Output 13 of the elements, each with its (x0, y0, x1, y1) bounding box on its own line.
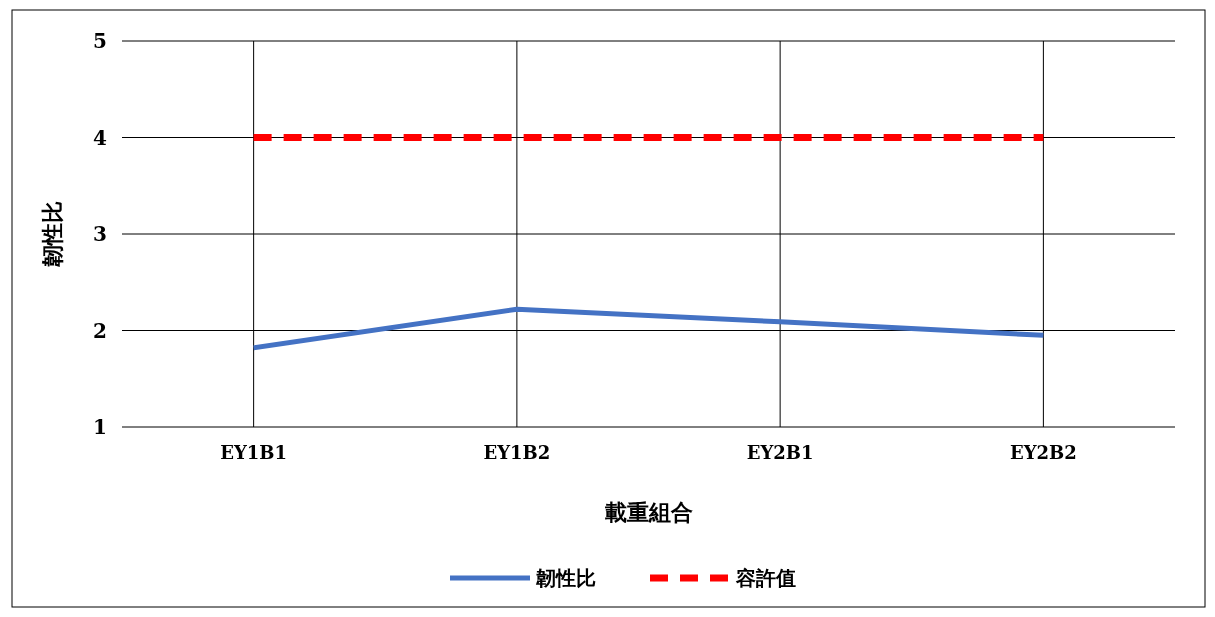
y-tick-label: 1 (93, 415, 107, 439)
y-tick-label: 2 (93, 318, 107, 343)
y-tick-label: 5 (93, 29, 107, 53)
x-tick-label: EY2B2 (1009, 442, 1077, 463)
x-tick-label: EY1B2 (483, 442, 551, 463)
y-tick-label: 4 (93, 125, 108, 150)
x-tick-label: EY2B1 (746, 442, 814, 463)
legend-label: 韌性比 (535, 566, 596, 590)
y-tick-label: 3 (93, 222, 107, 246)
y-axis-title: 韌性比 (39, 201, 65, 268)
legend-label: 容許值 (735, 566, 796, 590)
x-tick-label: EY1B1 (220, 442, 288, 463)
x-axis-title: 載重組合 (603, 499, 693, 525)
